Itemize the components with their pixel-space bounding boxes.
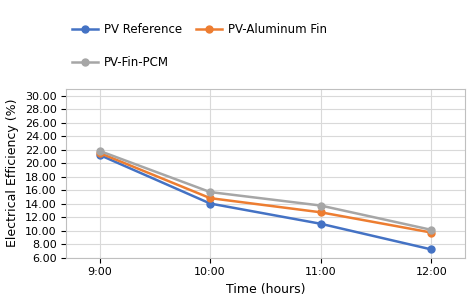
PV-Fin-PCM [207,190,213,194]
PV-Fin-PCM [428,228,434,232]
PV-Aluminum Fin [318,210,324,214]
PV-Aluminum Fin [428,231,434,234]
PV-Aluminum Fin [207,196,213,200]
Legend: PV-Fin-PCM: PV-Fin-PCM [72,57,169,69]
PV Reference [428,248,434,251]
PV Reference [207,202,213,205]
PV-Fin-PCM [97,149,102,153]
PV Reference [97,153,102,157]
Line: PV-Aluminum Fin: PV-Aluminum Fin [96,149,435,236]
Line: PV-Fin-PCM: PV-Fin-PCM [96,147,435,233]
X-axis label: Time (hours): Time (hours) [226,283,305,296]
PV-Aluminum Fin [97,151,102,155]
PV Reference [318,222,324,226]
PV-Fin-PCM [318,204,324,207]
Y-axis label: Electrical Efficiency (%): Electrical Efficiency (%) [6,99,19,247]
Line: PV Reference: PV Reference [96,152,435,253]
